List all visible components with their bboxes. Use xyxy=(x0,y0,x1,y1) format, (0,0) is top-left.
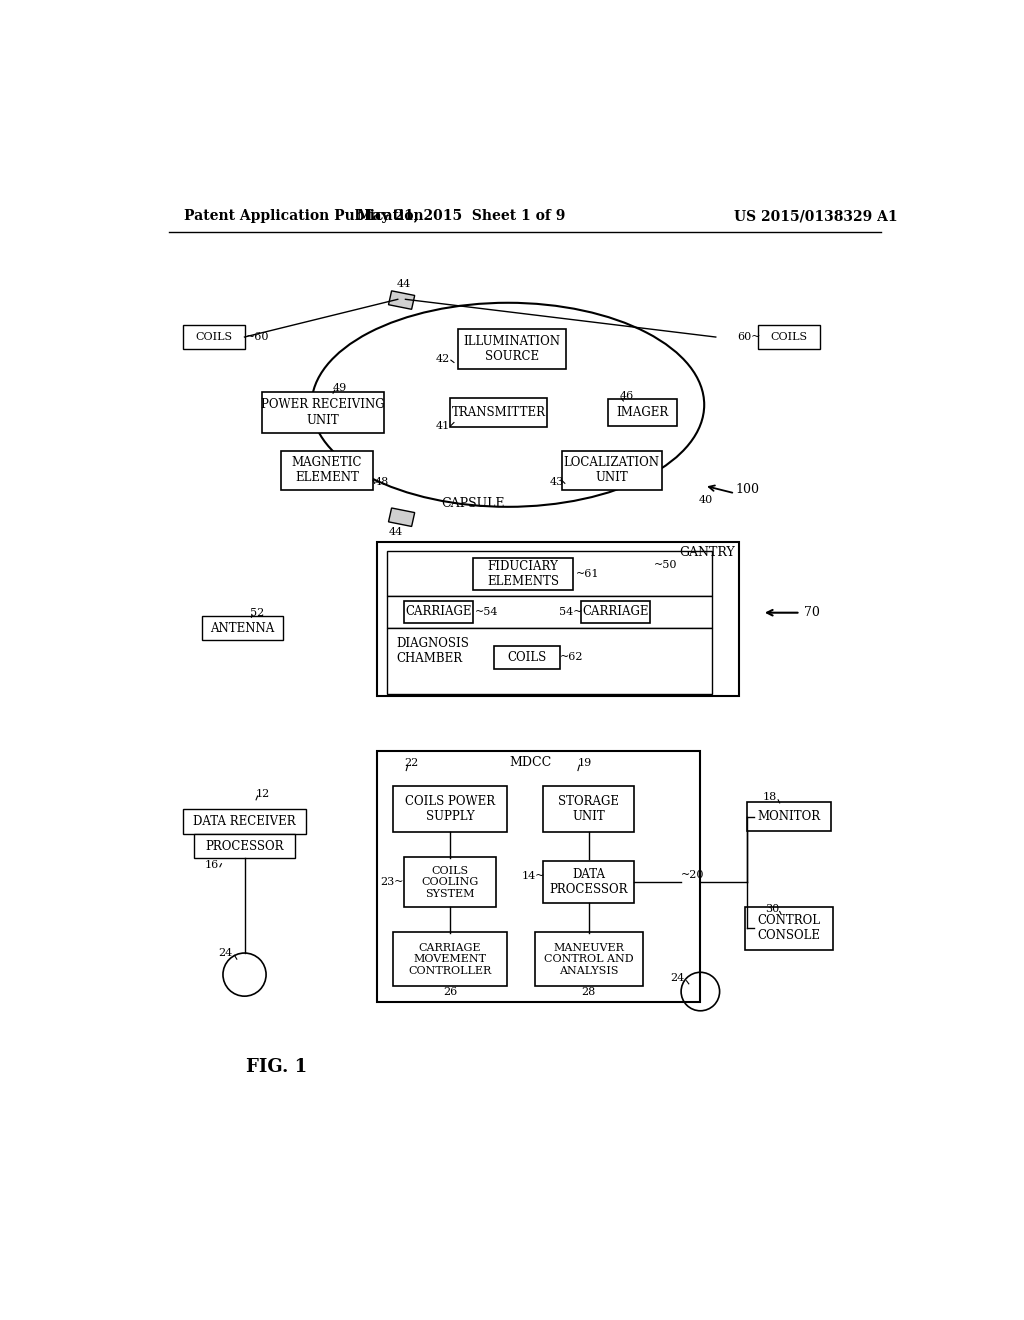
Bar xyxy=(183,809,306,834)
Text: 70: 70 xyxy=(804,606,820,619)
Text: CARRIAGE
MOVEMENT
CONTROLLER: CARRIAGE MOVEMENT CONTROLLER xyxy=(409,942,492,975)
Bar xyxy=(194,834,295,858)
Bar xyxy=(393,785,507,832)
Text: 49: 49 xyxy=(333,383,346,393)
Text: COILS: COILS xyxy=(508,651,547,664)
Text: CARRIAGE: CARRIAGE xyxy=(583,606,649,619)
Text: ~54: ~54 xyxy=(475,607,499,616)
Text: CARRIAGE: CARRIAGE xyxy=(406,606,472,619)
Text: 14~: 14~ xyxy=(521,871,545,880)
Bar xyxy=(581,601,650,623)
Text: ~20: ~20 xyxy=(681,870,705,879)
Bar xyxy=(393,932,507,986)
Text: TRANSMITTER: TRANSMITTER xyxy=(452,407,546,418)
Text: ANTENNA: ANTENNA xyxy=(210,622,274,635)
Text: 54~: 54~ xyxy=(559,607,583,616)
Text: COILS: COILS xyxy=(770,333,808,342)
Text: ILLUMINATION
SOURCE: ILLUMINATION SOURCE xyxy=(463,335,560,363)
Bar xyxy=(183,325,245,350)
Bar xyxy=(281,451,373,490)
Text: COILS: COILS xyxy=(196,333,232,342)
Bar xyxy=(403,857,497,907)
Bar xyxy=(495,645,560,669)
Text: 26: 26 xyxy=(443,986,458,997)
Text: 18: 18 xyxy=(763,792,777,803)
Text: ~62: ~62 xyxy=(560,652,584,663)
Text: 12: 12 xyxy=(255,788,269,799)
Text: 40: 40 xyxy=(698,495,713,504)
Text: 28: 28 xyxy=(582,986,596,997)
Text: CONTROL
CONSOLE: CONTROL CONSOLE xyxy=(758,915,820,942)
Text: LOCALIZATION
UNIT: LOCALIZATION UNIT xyxy=(564,457,659,484)
Text: STORAGE
UNIT: STORAGE UNIT xyxy=(558,795,620,824)
Text: 100: 100 xyxy=(735,483,759,496)
Text: DATA
PROCESSOR: DATA PROCESSOR xyxy=(550,869,628,896)
Text: 52: 52 xyxy=(250,607,264,618)
Bar xyxy=(387,628,712,693)
Bar xyxy=(535,932,643,986)
Text: IMAGER: IMAGER xyxy=(616,407,669,418)
Text: GANTRY: GANTRY xyxy=(679,545,735,558)
Text: 42: 42 xyxy=(436,354,451,364)
Bar xyxy=(544,861,634,903)
Text: MAGNETIC
ELEMENT: MAGNETIC ELEMENT xyxy=(292,457,362,484)
Polygon shape xyxy=(388,508,415,527)
Text: MDCC: MDCC xyxy=(510,756,552,770)
Bar xyxy=(451,397,547,428)
Text: 24: 24 xyxy=(218,948,232,958)
Text: 44: 44 xyxy=(389,527,403,537)
Text: 23~: 23~ xyxy=(380,878,403,887)
Text: 16: 16 xyxy=(205,861,219,870)
Polygon shape xyxy=(388,290,415,309)
Bar xyxy=(544,785,634,832)
Text: 43: 43 xyxy=(550,477,564,487)
Text: POWER RECEIVING
UNIT: POWER RECEIVING UNIT xyxy=(261,399,385,426)
Text: ~60: ~60 xyxy=(246,333,269,342)
Text: CAPSULE: CAPSULE xyxy=(441,496,505,510)
Bar xyxy=(744,907,834,949)
Text: PROCESSOR: PROCESSOR xyxy=(205,840,284,853)
Bar xyxy=(758,325,819,350)
Text: US 2015/0138329 A1: US 2015/0138329 A1 xyxy=(734,209,898,223)
Text: 60~: 60~ xyxy=(737,333,761,342)
Text: ~50: ~50 xyxy=(654,560,678,570)
Text: 48: 48 xyxy=(375,477,389,487)
Bar xyxy=(377,543,739,696)
Bar xyxy=(473,558,573,590)
Bar xyxy=(377,751,700,1002)
Text: 41: 41 xyxy=(436,421,451,432)
Text: FIDUCIARY
ELEMENTS: FIDUCIARY ELEMENTS xyxy=(487,560,559,589)
Text: 19: 19 xyxy=(578,758,592,768)
Bar xyxy=(262,392,384,433)
Text: May 21, 2015  Sheet 1 of 9: May 21, 2015 Sheet 1 of 9 xyxy=(357,209,566,223)
Text: Patent Application Publication: Patent Application Publication xyxy=(184,209,424,223)
Bar xyxy=(746,803,831,832)
Bar xyxy=(458,330,565,370)
Bar xyxy=(202,615,283,640)
Text: MONITOR: MONITOR xyxy=(758,810,820,824)
Text: 24: 24 xyxy=(671,973,685,983)
Text: MANEUVER
CONTROL AND
ANALYSIS: MANEUVER CONTROL AND ANALYSIS xyxy=(544,942,634,975)
Bar xyxy=(387,552,712,595)
Text: DATA RECEIVER: DATA RECEIVER xyxy=(194,814,296,828)
Text: COILS POWER
SUPPLY: COILS POWER SUPPLY xyxy=(406,795,496,824)
Text: FIG. 1: FIG. 1 xyxy=(247,1059,307,1076)
Bar xyxy=(608,399,677,426)
Bar xyxy=(562,451,662,490)
Text: 30: 30 xyxy=(765,904,779,915)
Bar xyxy=(387,595,712,628)
Text: ~61: ~61 xyxy=(575,569,599,579)
Text: 46: 46 xyxy=(620,391,634,400)
Bar xyxy=(403,601,473,623)
Text: 44: 44 xyxy=(396,279,411,289)
Text: 22: 22 xyxy=(403,758,418,768)
Text: COILS
COOLING
SYSTEM: COILS COOLING SYSTEM xyxy=(422,866,479,899)
Text: DIAGNOSIS
CHAMBER: DIAGNOSIS CHAMBER xyxy=(396,638,469,665)
